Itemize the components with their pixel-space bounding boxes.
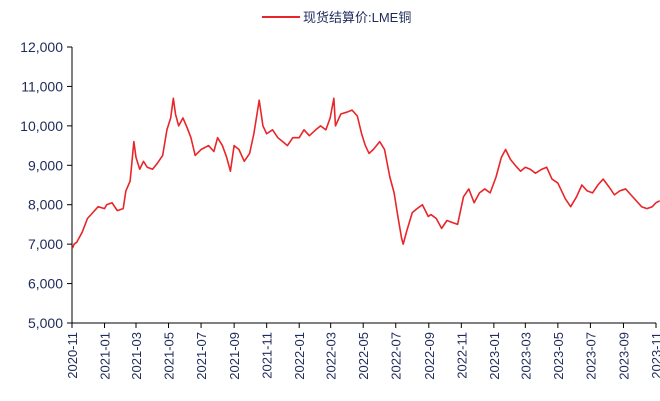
x-tick-label: 2022-03 — [324, 332, 339, 380]
y-tick-label: 11,000 — [21, 78, 63, 94]
series-line — [71, 97, 660, 249]
x-tick-label: 2021-03 — [129, 332, 144, 380]
x-tick-label: 2021-07 — [194, 332, 209, 380]
x-tick-label: 2023-11 — [649, 332, 660, 379]
x-tick-label: 2021-01 — [98, 332, 113, 380]
x-tick-label: 2021-09 — [227, 332, 242, 380]
x-tick-label: 2021-05 — [162, 332, 177, 380]
series-layer — [71, 97, 660, 249]
x-tick-label: 2022-07 — [389, 332, 404, 380]
y-tick-label: 9,000 — [28, 157, 63, 173]
y-tick-label: 5,000 — [28, 315, 63, 331]
x-tick-label: 2022-01 — [292, 332, 307, 380]
legend-label: 现货结算价:LME铜 — [303, 10, 411, 25]
x-tick-label: 2022-11 — [454, 332, 469, 379]
x-tick-label: 2023-03 — [518, 332, 533, 380]
y-tick-label: 10,000 — [20, 118, 63, 134]
x-tick-label: 2021-11 — [260, 332, 275, 379]
y-tick-label: 7,000 — [28, 236, 63, 252]
y-tick-label: 6,000 — [28, 276, 63, 292]
x-axis: 2020-11 2021-01 2021-03 2021-05 2021-07 2021-… — [65, 322, 660, 380]
x-tick-label: 2020-11 — [65, 332, 80, 379]
y-tick-label: 12,000 — [20, 39, 63, 55]
y-axis: 5,000 6,000 7,000 8,000 9,000 10,000 11,000 12,… — [20, 39, 73, 331]
x-tick-label: 2022-05 — [356, 332, 371, 380]
y-tick-label: 8,000 — [28, 197, 63, 213]
x-tick-label: 2023-01 — [487, 332, 502, 380]
x-tick-label: 2023-05 — [551, 332, 566, 380]
x-tick-label: 2022-09 — [422, 332, 437, 380]
legend: 现货结算价:LME铜 — [262, 10, 411, 25]
x-tick-label: 2023-09 — [616, 332, 631, 380]
x-tick-label: 2023-07 — [583, 332, 598, 380]
